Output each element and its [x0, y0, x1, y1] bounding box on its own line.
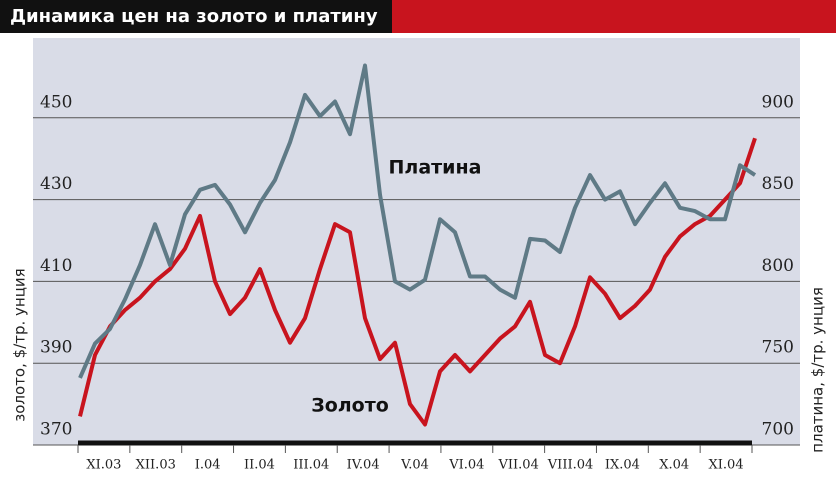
x-tick-label: II.04 — [244, 458, 275, 473]
x-tick-label: V.04 — [400, 458, 429, 473]
y-tick-label: 370 — [40, 420, 72, 440]
x-tick-label: IX.04 — [605, 458, 640, 473]
y2-tick-label: 850 — [762, 174, 794, 194]
data-line — [78, 137, 757, 427]
y-tick-label: 410 — [40, 256, 72, 276]
x-tick-label: VII.04 — [498, 458, 539, 473]
x-tick-label: IV.04 — [347, 458, 380, 473]
data-line — [78, 63, 757, 379]
y2-axis-label: платина, $/тр. унция — [809, 287, 827, 453]
x-tick-label: XII.03 — [136, 458, 176, 473]
y-axis-label: золото, $/тр. унция — [11, 268, 29, 421]
y2-tick-label: 750 — [762, 338, 794, 358]
y-tick-label: 450 — [40, 92, 72, 112]
x-tick-label: VIII.04 — [547, 458, 593, 473]
x-tick-label: III.04 — [293, 458, 329, 473]
y2-tick-label: 700 — [762, 420, 794, 440]
y2-tick-label: 800 — [762, 256, 794, 276]
annotation: Платина — [389, 157, 482, 179]
x-tick-label: X.04 — [659, 458, 689, 473]
y-tick-label: 430 — [40, 174, 72, 194]
chart-title: Динамика цен на золото и платину — [10, 6, 378, 27]
annotation: Золото — [311, 395, 389, 417]
y2-tick-label: 900 — [762, 92, 794, 112]
x-tick-label: I.04 — [195, 458, 221, 473]
x-tick-label: XI.03 — [86, 458, 121, 473]
x-tick-label: XI.04 — [709, 458, 744, 473]
x-tick-label: VI.04 — [448, 458, 484, 473]
y-tick-label: 390 — [40, 338, 72, 358]
title-bar — [0, 0, 392, 33]
